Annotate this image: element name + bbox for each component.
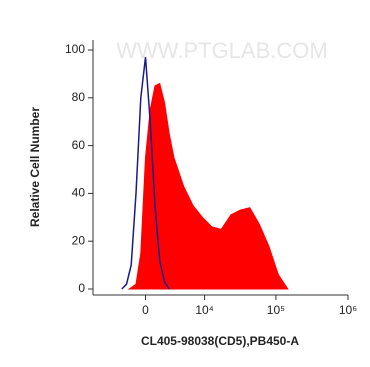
y-tick-label: 20	[72, 233, 86, 247]
y-tick-label: 60	[72, 138, 86, 152]
watermark: WWW.PTGLAB.COM	[116, 38, 327, 63]
x-axis-title: CL405-98038(CD5),PB450-A	[141, 334, 299, 348]
x-tick-label: 10⁴	[195, 303, 214, 317]
line	[121, 57, 170, 290]
y-axis-title: Relative Cell Number	[28, 107, 42, 227]
x-tick-label: 10⁵	[267, 303, 285, 317]
y-tick-label: 40	[72, 186, 86, 200]
y-tick-label: 80	[72, 90, 86, 104]
area	[127, 82, 289, 290]
x-tick-label: 10⁶	[339, 303, 357, 317]
y-tick-label: 100	[65, 42, 85, 56]
x-tick-label: 0	[142, 303, 149, 317]
y-tick-label: 0	[78, 281, 85, 295]
